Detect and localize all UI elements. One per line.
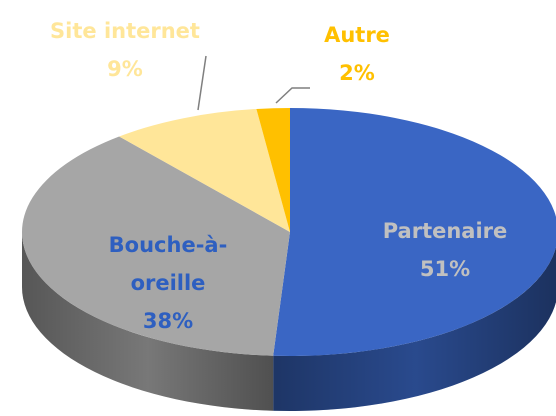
side-shade xyxy=(22,232,274,411)
slice xyxy=(119,108,290,232)
value-label: 38% xyxy=(142,309,194,333)
value-label: 9% xyxy=(107,57,143,81)
side-shade xyxy=(273,246,556,411)
slice-label: Partenaire xyxy=(382,219,508,243)
slice-label: Site internet xyxy=(50,19,200,43)
leader-line xyxy=(197,55,207,111)
slice xyxy=(273,108,556,356)
slice xyxy=(256,108,290,232)
leader-line xyxy=(275,87,310,104)
value-label: 51% xyxy=(419,257,471,281)
slice xyxy=(22,136,291,356)
slice-label: Autre xyxy=(324,23,390,47)
slice-label: Bouche-à-oreille xyxy=(108,233,228,295)
value-label: 2% xyxy=(339,61,375,85)
